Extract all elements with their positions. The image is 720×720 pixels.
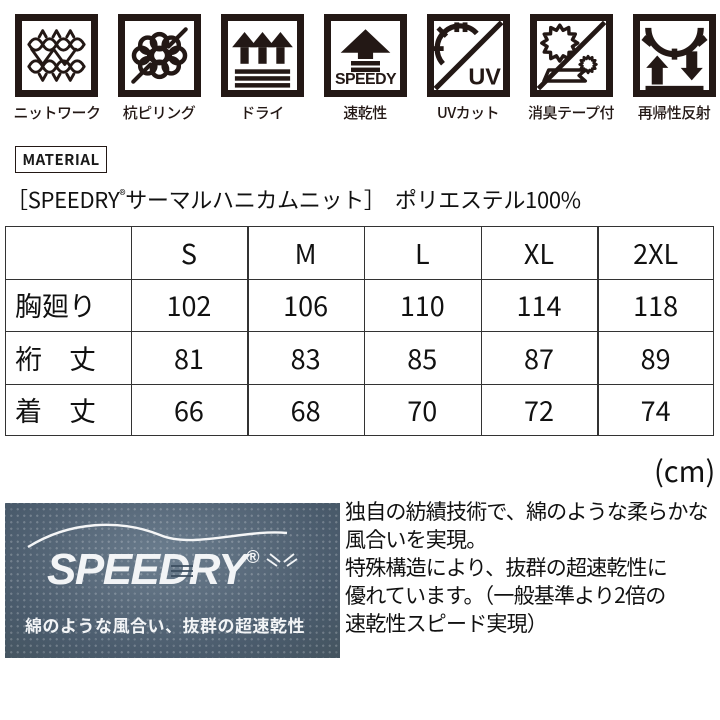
- svg-text:SPEEDY: SPEEDY: [335, 71, 397, 88]
- svg-text:UV: UV: [468, 63, 501, 89]
